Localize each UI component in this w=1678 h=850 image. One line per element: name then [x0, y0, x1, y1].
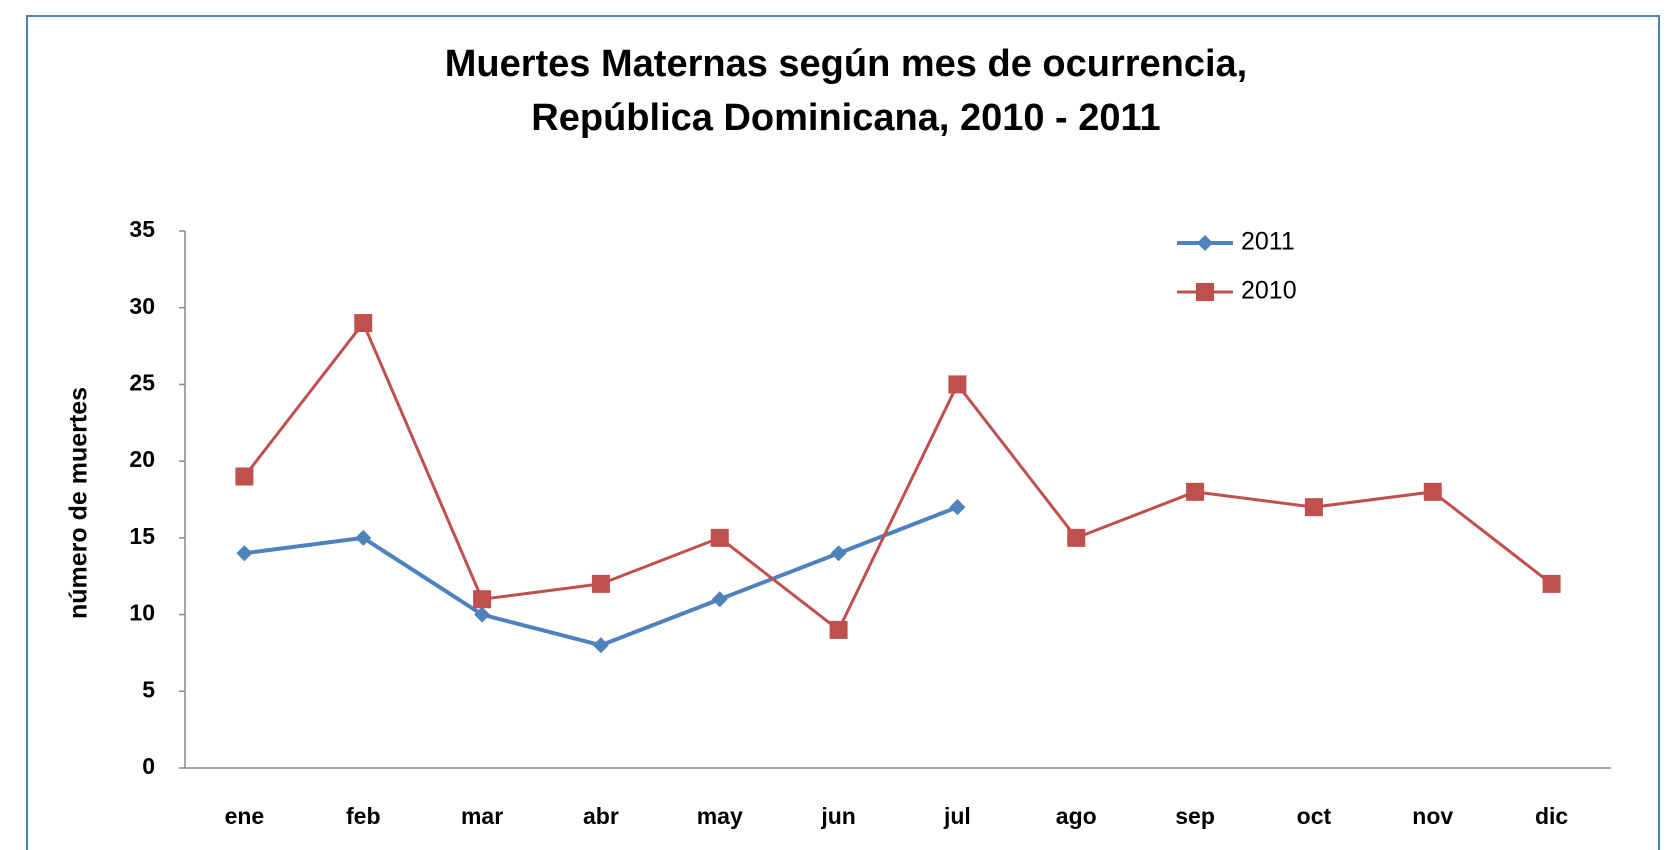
point-marker	[711, 591, 728, 608]
point-marker	[236, 545, 253, 562]
legend-label: 2011	[1241, 228, 1295, 256]
point-marker	[355, 529, 372, 546]
x-tick-label: jun	[820, 803, 856, 829]
point-marker	[591, 574, 610, 593]
series-line	[243, 321, 1553, 632]
x-tick-label: sep	[1175, 803, 1215, 829]
point-marker	[1197, 235, 1213, 251]
point-marker	[1067, 528, 1086, 547]
chart-frame	[26, 15, 1660, 850]
point-marker	[1186, 482, 1205, 501]
point-marker	[829, 620, 848, 639]
x-tick-label: mar	[461, 803, 503, 829]
point-marker	[354, 314, 373, 333]
point-marker	[235, 467, 254, 486]
y-tick-label: 25	[129, 370, 155, 396]
point-marker	[1423, 482, 1442, 501]
x-tick-label: abr	[583, 803, 619, 829]
legend-label: 2010	[1241, 277, 1297, 305]
point-marker	[830, 545, 847, 562]
y-tick-label: 5	[142, 676, 155, 702]
x-tick-label: jul	[943, 803, 971, 829]
point-marker	[1196, 283, 1214, 301]
y-tick-label: 20	[129, 446, 155, 472]
y-tick-label: 0	[142, 753, 155, 779]
point-marker	[473, 590, 492, 609]
x-tick-label: feb	[346, 803, 381, 829]
point-marker	[949, 499, 966, 516]
x-tick-label: ago	[1056, 803, 1097, 829]
x-tick-label: oct	[1297, 803, 1332, 829]
point-marker	[592, 637, 609, 654]
x-tick-label: may	[697, 803, 743, 829]
point-marker	[710, 528, 729, 547]
y-tick-label: 30	[129, 293, 155, 319]
point-marker	[1542, 574, 1561, 593]
x-tick-label: ene	[225, 803, 265, 829]
y-axis-title: número de muertes	[65, 387, 93, 619]
chart-title: Muertes Maternas según mes de ocurrencia…	[445, 43, 1248, 85]
point-marker	[1304, 498, 1323, 517]
y-tick-label: 35	[129, 216, 155, 242]
point-marker	[948, 375, 967, 394]
y-tick-label: 15	[129, 523, 155, 549]
point-marker	[474, 606, 491, 623]
x-tick-label: nov	[1412, 803, 1453, 829]
x-tick-label: dic	[1535, 803, 1568, 829]
chart-title: República Dominicana, 2010 - 2011	[531, 97, 1160, 139]
y-tick-label: 10	[129, 600, 155, 626]
